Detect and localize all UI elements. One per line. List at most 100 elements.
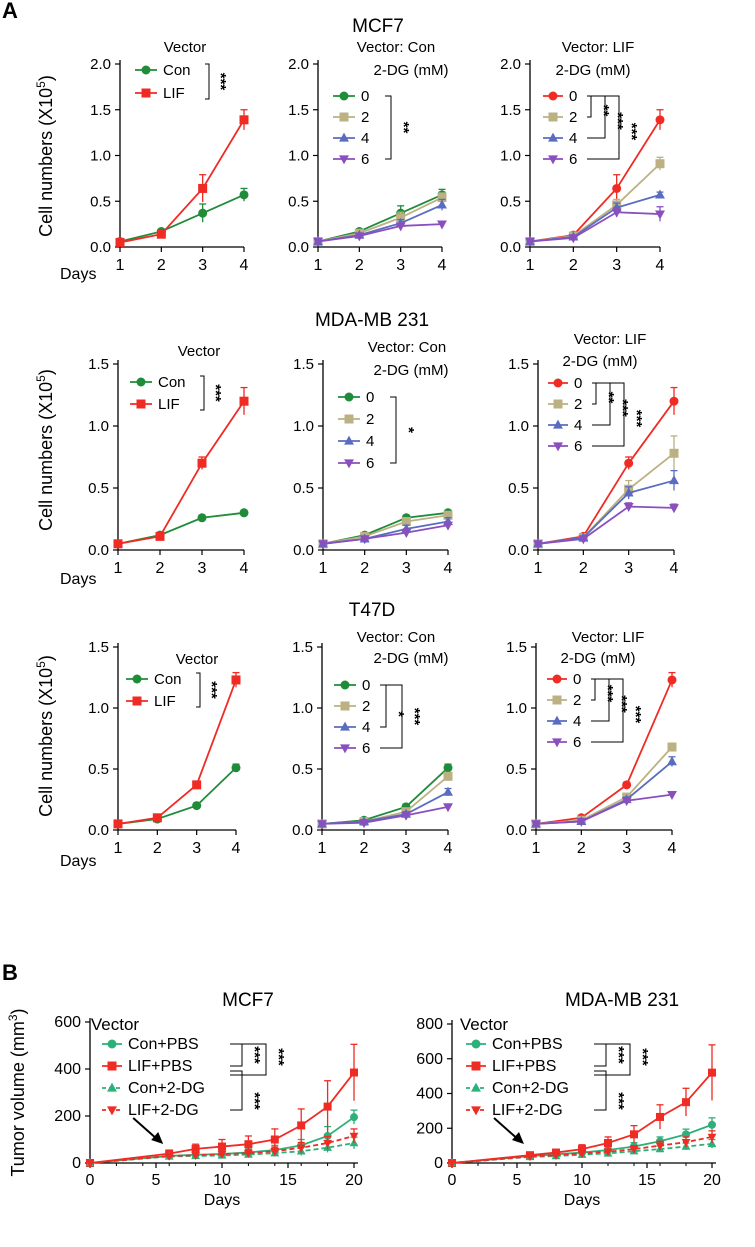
series-line — [535, 746, 673, 825]
y-tick-label: 0.0 — [500, 239, 521, 256]
series-LIF — [115, 109, 249, 247]
series-6 — [525, 206, 665, 247]
bracket-line — [591, 678, 624, 743]
x-tick-label: 3 — [624, 560, 633, 577]
y-tick-label: 0.0 — [88, 542, 109, 559]
data-point — [244, 1140, 253, 1149]
data-point — [354, 232, 365, 242]
significance: *** — [196, 672, 220, 708]
y-tick-label: 2.0 — [500, 56, 521, 73]
data-point — [443, 521, 453, 531]
data-point — [218, 1142, 226, 1151]
legend-marker — [107, 1039, 117, 1049]
series-2 — [531, 742, 677, 829]
data-point — [113, 539, 123, 549]
x-tick-label: 2 — [360, 560, 369, 577]
x-tick-label: 2 — [153, 840, 162, 857]
significance: ** — [385, 95, 412, 160]
y-tick-label: 2.0 — [90, 56, 111, 73]
data-point — [401, 529, 412, 539]
data-point — [323, 1139, 332, 1148]
data-point — [667, 756, 677, 766]
y-axis-label-text: Tumor volume (mm — [8, 1021, 28, 1176]
legend: 0 2 4 6 — [334, 677, 370, 757]
legend-marker — [548, 112, 558, 122]
x-tick-label: 5 — [152, 1172, 161, 1189]
y-tick-label: 1.5 — [506, 639, 527, 656]
significance-label: ** — [395, 122, 412, 134]
y-tick-label: 1.0 — [500, 148, 521, 165]
xlabel-days-mda: Days — [60, 571, 96, 588]
significance: ********* — [594, 1043, 651, 1111]
bracket-line — [230, 1043, 243, 1067]
bracket-line — [385, 95, 392, 160]
data-point — [296, 1144, 306, 1153]
legend-label: LIF — [163, 85, 185, 102]
x-tick-label: 20 — [703, 1172, 721, 1189]
legend-label: 4 — [569, 130, 577, 147]
x-tick-label: 1 — [318, 840, 327, 857]
data-point — [192, 780, 202, 790]
bracket-line — [591, 678, 596, 701]
x-tick-label: 4 — [444, 840, 453, 857]
legend-label: LIF+PBS — [492, 1058, 556, 1075]
significance-label: *** — [610, 1046, 627, 1064]
legend: 0 2 4 6 — [333, 88, 369, 168]
data-point — [655, 159, 665, 169]
data-point — [85, 1159, 95, 1168]
series-6 — [531, 791, 677, 830]
series-line — [322, 514, 449, 545]
legend-label: 6 — [569, 151, 577, 168]
x-tick-label: 3 — [402, 560, 411, 577]
x-tick-label: 4 — [656, 257, 665, 274]
x-tick-label: 1 — [314, 257, 323, 274]
legend-label: 4 — [573, 713, 581, 730]
bracket-line — [380, 684, 403, 749]
y-axis-label: Tumor volume (mm3) — [6, 1008, 28, 1176]
legend-marker — [552, 738, 562, 748]
chart-mda_lif: 0.0 0.5 1.0 1.5 1 2 3 4 Vector: LIF 2-DG (mM) 0 2 4 6… — [508, 331, 679, 577]
data-point — [669, 475, 679, 485]
bracket-line — [592, 382, 625, 447]
data-point — [630, 1130, 638, 1139]
data-point — [437, 220, 447, 230]
legend-label: Con — [163, 62, 191, 79]
legend-label: 0 — [574, 375, 582, 392]
x-tick-label: 2 — [569, 257, 578, 274]
y-tick-label: 0.5 — [500, 193, 521, 210]
data-point — [576, 817, 587, 827]
series-line — [535, 760, 673, 825]
y-tick-label: 200 — [416, 1120, 443, 1137]
data-point — [192, 801, 202, 811]
data-point — [447, 1159, 457, 1168]
legend-label: 2 — [569, 109, 577, 126]
data-point — [198, 183, 208, 193]
significance-label: ** — [595, 105, 612, 117]
x-tick-label: 1 — [534, 560, 543, 577]
significance-label: *** — [599, 685, 616, 703]
chart-title: Vector: Con — [357, 39, 435, 56]
y-tick-label: 1.0 — [506, 700, 527, 717]
series-line — [317, 194, 443, 243]
y-tick-label: 2.0 — [288, 56, 309, 73]
data-point — [681, 1138, 691, 1147]
series-line — [317, 196, 443, 243]
chart-title: Vector — [178, 343, 221, 360]
data-point — [318, 540, 328, 550]
significance: * *** — [380, 684, 423, 749]
y-tick-label: 0.5 — [506, 761, 527, 778]
legend-marker — [552, 695, 562, 705]
data-point — [156, 229, 166, 239]
series-Con — [115, 187, 249, 247]
y-tick-label: 1.5 — [508, 356, 529, 373]
data-point — [323, 1102, 332, 1111]
series-line — [117, 679, 237, 825]
legend: 0 2 4 6 — [547, 671, 581, 751]
legend-label: 2 — [573, 692, 581, 709]
significance: ********* — [591, 678, 644, 743]
significance-label: *** — [609, 112, 626, 130]
y-axis-label-close: ) — [8, 1008, 28, 1014]
data-point — [244, 1149, 253, 1158]
y-tick-label: 1.5 — [292, 639, 313, 656]
data-point — [611, 208, 622, 218]
